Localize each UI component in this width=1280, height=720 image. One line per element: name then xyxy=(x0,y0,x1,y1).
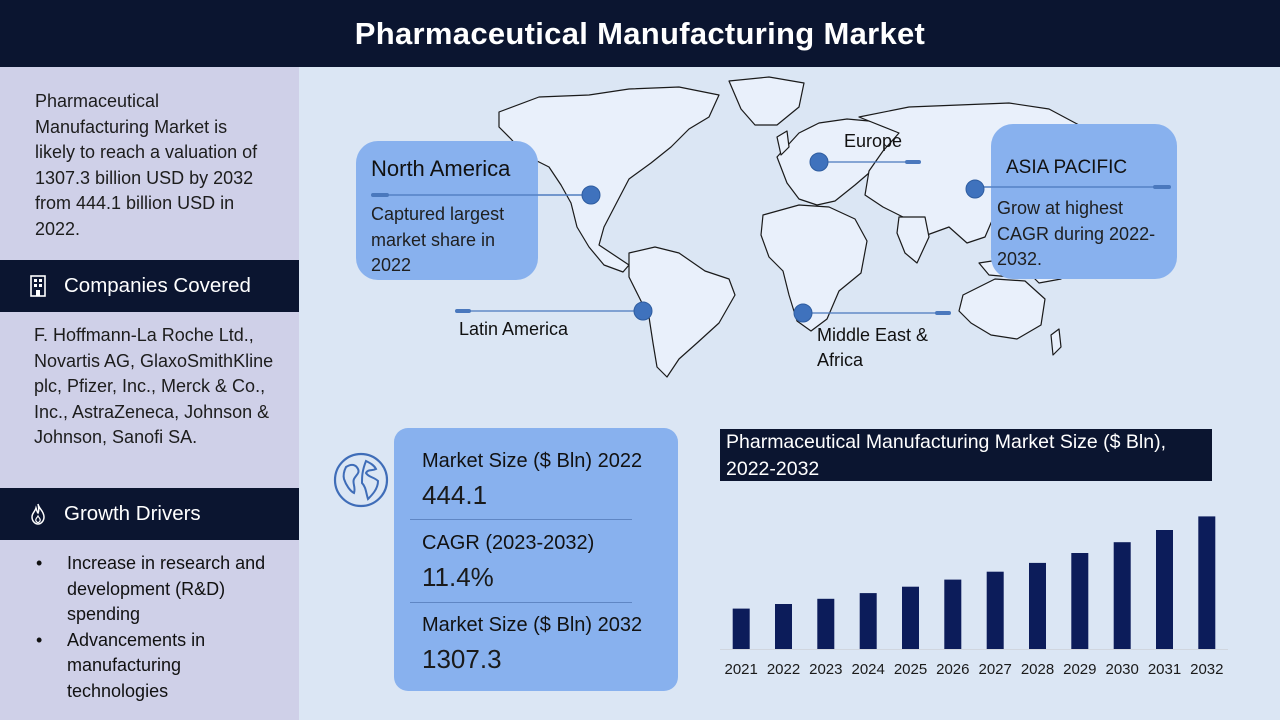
stat-value: 444.1 xyxy=(422,480,488,510)
stat-value: 11.4% xyxy=(422,562,494,592)
europe-marker xyxy=(809,152,829,172)
divider xyxy=(410,519,632,520)
asia-pacific-title: ASIA PACIFIC xyxy=(1006,157,1128,178)
north-america-text: Captured largest market share in 2022 xyxy=(371,204,505,275)
asia-pacific-card xyxy=(991,124,1177,279)
mea-label: Middle East & Africa xyxy=(817,325,929,370)
mea-marker xyxy=(793,303,813,323)
europe-label: Europe xyxy=(844,131,903,151)
page-title: Pharmaceutical Manufacturing Market xyxy=(0,0,1280,67)
chart-bar-2029 xyxy=(1071,553,1089,649)
building-icon xyxy=(30,275,46,297)
market-summary: Pharmaceutical Manufacturing Market is l… xyxy=(35,91,258,239)
stat-label: Market Size ($ Bln) 2022 xyxy=(422,450,643,472)
flame-icon xyxy=(31,503,45,525)
asia-pacific-text: Grow at highest CAGR during 2022-2032. xyxy=(997,198,1156,269)
north-america-marker xyxy=(581,185,601,205)
globe-icon xyxy=(333,452,389,508)
drivers-heading: Growth Drivers xyxy=(64,502,201,525)
chart-bar-2026 xyxy=(944,579,962,649)
north-america-card xyxy=(356,141,538,280)
x-tick-label: 2032 xyxy=(1190,661,1223,678)
chart-bar-2032 xyxy=(1198,516,1216,649)
asia-pacific-marker xyxy=(965,179,985,199)
x-tick-label: 2029 xyxy=(1063,661,1096,678)
chart-bar-2022 xyxy=(775,604,792,649)
companies-list: F. Hoffmann-La Roche Ltd., Novartis AG, … xyxy=(34,325,274,447)
chart-bar-2031 xyxy=(1156,530,1173,649)
chart-bar-2030 xyxy=(1113,542,1131,649)
map-markers xyxy=(371,152,1171,323)
stat-label: Market Size ($ Bln) 2032 xyxy=(422,614,643,636)
key-stats-card: Market Size ($ Bln) 2022 444.1 CAGR (202… xyxy=(394,428,678,691)
x-tick-label: 2024 xyxy=(852,661,885,678)
bar-chart: 2021 2022 2023 2024 2025 2026 2027 2028 2029 2030… xyxy=(720,516,1228,678)
x-tick-label: 2027 xyxy=(979,661,1012,678)
x-tick-label: 2030 xyxy=(1106,661,1139,678)
chart-bar-2023 xyxy=(817,598,835,649)
chart-bar-2025 xyxy=(902,586,919,649)
stat-label: CAGR (2023-2032) xyxy=(422,532,595,554)
chart-title: Pharmaceutical Manufacturing Market Size… xyxy=(720,429,1212,481)
sidebar: Pharmaceutical Manufacturing Market is l… xyxy=(0,67,299,720)
chart-bar-2024 xyxy=(859,593,877,649)
latin-america-label: Latin America xyxy=(459,319,569,339)
list-item: Advancements in manufacturing technologi… xyxy=(34,628,274,705)
x-tick-label: 2028 xyxy=(1021,661,1054,678)
stat-value: 1307.3 xyxy=(422,644,502,674)
divider xyxy=(410,602,632,603)
x-tick-label: 2025 xyxy=(894,661,927,678)
companies-heading-band: Companies Covered xyxy=(0,260,299,312)
x-tick-label: 2023 xyxy=(809,661,842,678)
x-tick-label: 2031 xyxy=(1148,661,1181,678)
x-tick-label: 2026 xyxy=(936,661,969,678)
companies-heading: Companies Covered xyxy=(64,274,251,297)
north-america-title: North America xyxy=(371,156,511,181)
chart-bar-2027 xyxy=(986,571,1004,649)
x-tick-label: 2021 xyxy=(725,661,758,678)
drivers-list: Increase in research and development (R&… xyxy=(34,551,274,704)
drivers-heading-band: Growth Drivers xyxy=(0,488,299,540)
latin-america-marker xyxy=(633,301,653,321)
list-item: Increase in research and development (R&… xyxy=(34,551,274,628)
main-panel: North America Captured largest market sh… xyxy=(299,67,1280,720)
chart-bar-2021 xyxy=(732,608,750,649)
chart-bar-2028 xyxy=(1029,562,1046,649)
x-tick-label: 2022 xyxy=(767,661,800,678)
